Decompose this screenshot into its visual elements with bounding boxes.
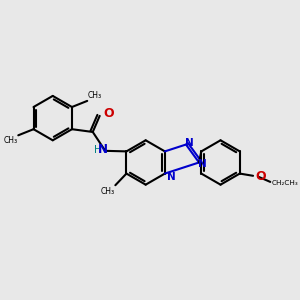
Text: CH₃: CH₃ bbox=[88, 92, 102, 100]
Text: N: N bbox=[198, 159, 207, 169]
Text: N: N bbox=[98, 143, 107, 156]
Text: H: H bbox=[94, 145, 101, 155]
Text: O: O bbox=[256, 170, 266, 183]
Text: CH₃: CH₃ bbox=[100, 187, 115, 196]
Text: N: N bbox=[185, 138, 194, 148]
Text: CH₂CH₃: CH₂CH₃ bbox=[272, 180, 298, 186]
Text: CH₃: CH₃ bbox=[3, 136, 17, 145]
Text: O: O bbox=[103, 107, 114, 120]
Text: N: N bbox=[167, 172, 175, 182]
